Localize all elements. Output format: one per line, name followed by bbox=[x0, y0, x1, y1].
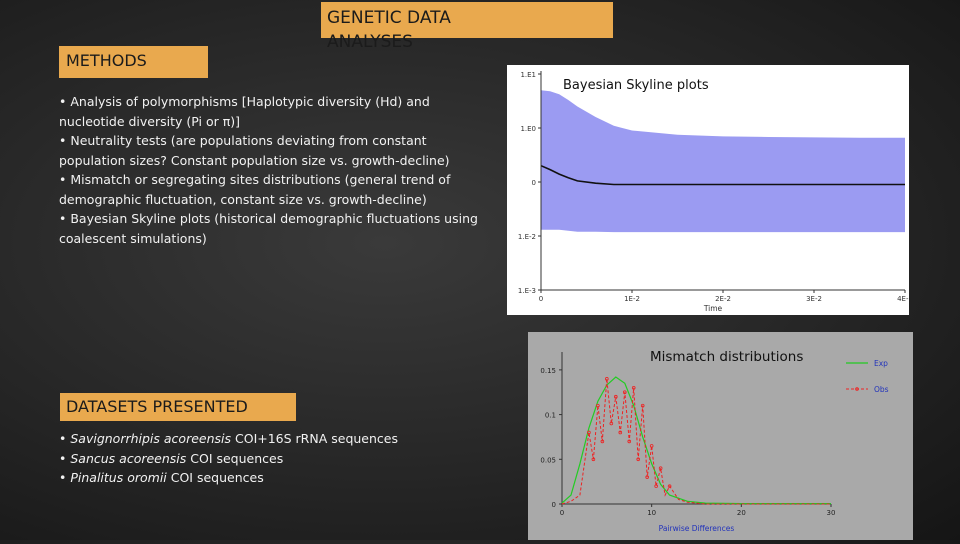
dataset-species: Savignorrhipis acoreensis bbox=[70, 431, 232, 446]
mismatch-x-tick-label: 0 bbox=[560, 509, 564, 517]
dataset-detail: COI sequences bbox=[186, 450, 284, 466]
mismatch-x-tick-label: 30 bbox=[827, 509, 836, 517]
mismatch-y-tick-label: 0.1 bbox=[545, 412, 556, 420]
skyline-x-axis-label: Time bbox=[703, 304, 723, 313]
methods-item: • Neutrality tests (are populations devi… bbox=[59, 133, 450, 168]
skyline-chart-title: Bayesian Skyline plots bbox=[563, 78, 709, 93]
methods-list: • Analysis of polymorphisms [Haplotypic … bbox=[59, 92, 489, 248]
title-line-2: ANALYSES bbox=[327, 32, 413, 52]
mismatch-chart-title: Mismatch distributions bbox=[650, 349, 804, 365]
mismatch-exp-line bbox=[561, 376, 831, 505]
dataset-species: Sancus acoreensis bbox=[70, 450, 187, 466]
mismatch-y-tick-label: 0 bbox=[552, 501, 556, 509]
mismatch-obs-line bbox=[561, 378, 831, 505]
mismatch-obs-point bbox=[640, 403, 645, 408]
skyline-x-tick-label: 0 bbox=[539, 295, 543, 303]
dataset-item: • Savignorrhipis acoreensis COI+16S rRNA… bbox=[59, 431, 398, 446]
legend-obs-label: Obs bbox=[874, 385, 889, 394]
mismatch-obs-point bbox=[667, 484, 672, 488]
dataset-species: Pinalitus oromii bbox=[70, 470, 167, 485]
methods-item: • Analysis of polymorphisms [Haplotypic … bbox=[59, 94, 430, 129]
mismatch-obs-point bbox=[636, 457, 641, 462]
mismatch-obs-point bbox=[600, 439, 605, 444]
skyline-x-tick-label: 2E-2 bbox=[715, 295, 731, 303]
skyline-y-tick-label: 1.E-2 bbox=[518, 233, 536, 241]
skyline-y-tick-label: 1.E-3 bbox=[518, 287, 536, 295]
methods-item: • Mismatch or segregating sites distribu… bbox=[59, 172, 451, 207]
mismatch-obs-point bbox=[649, 444, 654, 448]
skyline-x-tick-label: 1E-2 bbox=[624, 295, 640, 303]
mismatch-x-tick-label: 20 bbox=[737, 509, 746, 517]
datasets-heading: DATASETS PRESENTED bbox=[60, 393, 296, 421]
mismatch-chart-panel: 0 0.05 0.1 0.15 0 10 20 30 Pairwise Differences E… bbox=[528, 332, 913, 540]
mismatch-obs-point bbox=[618, 430, 623, 435]
skyline-hpd-band bbox=[541, 90, 905, 233]
dataset-item: • Pinalitus oromii COI sequences bbox=[59, 470, 264, 485]
title-line-1: GENETIC DATA bbox=[327, 8, 451, 28]
mismatch-x-tick-label: 10 bbox=[647, 509, 656, 517]
skyline-y-tick-label: 1.E0 bbox=[520, 125, 536, 133]
methods-item: • Bayesian Skyline plots (historical dem… bbox=[59, 211, 478, 246]
mismatch-obs-point bbox=[609, 421, 614, 426]
mismatch-x-axis-label: Pairwise Differences bbox=[659, 524, 735, 533]
legend-obs-marker bbox=[855, 387, 859, 391]
skyline-median-line bbox=[540, 164, 905, 186]
skyline-x-tick-label: 4E-2 bbox=[897, 295, 909, 303]
mismatch-obs-point bbox=[587, 430, 591, 435]
mismatch-obs-point bbox=[658, 466, 663, 471]
dataset-detail: COI sequences bbox=[166, 470, 264, 485]
mismatch-obs-point bbox=[645, 475, 649, 479]
skyline-x-tick-label: 3E-2 bbox=[806, 295, 822, 303]
mismatch-obs-point bbox=[614, 394, 618, 399]
skyline-y-tick-label: 1.E1 bbox=[520, 71, 536, 79]
mismatch-obs-point bbox=[605, 377, 609, 381]
dataset-detail: COI+16S rRNA sequences bbox=[231, 431, 398, 446]
legend-exp-label: Exp bbox=[874, 359, 888, 368]
mismatch-obs-point bbox=[591, 457, 596, 462]
dataset-item: • Sancus acoreensis COI sequences bbox=[59, 450, 284, 466]
methods-heading: METHODS bbox=[59, 46, 208, 78]
mismatch-obs-point bbox=[654, 484, 658, 488]
mismatch-obs-point bbox=[631, 385, 636, 390]
mismatch-chart: 0 0.05 0.1 0.15 0 10 20 30 Pairwise Differences E… bbox=[540, 352, 889, 533]
skyline-y-tick-label: 0 bbox=[532, 179, 536, 187]
mismatch-obs-point bbox=[622, 390, 627, 395]
mismatch-y-tick-label: 0.15 bbox=[540, 367, 556, 375]
section-title: GENETIC DATA ANALYSES bbox=[321, 2, 613, 52]
skyline-chart-panel: 1.E11.E001.E-21.E-301E-22E-23E-24E-2Time… bbox=[507, 65, 913, 315]
mismatch-y-tick-label: 0.05 bbox=[540, 456, 556, 464]
mismatch-obs-point bbox=[627, 439, 632, 444]
datasets-list: • Savignorrhipis acoreensis COI+16S rRNA… bbox=[59, 429, 439, 488]
mismatch-obs-point bbox=[596, 403, 600, 408]
